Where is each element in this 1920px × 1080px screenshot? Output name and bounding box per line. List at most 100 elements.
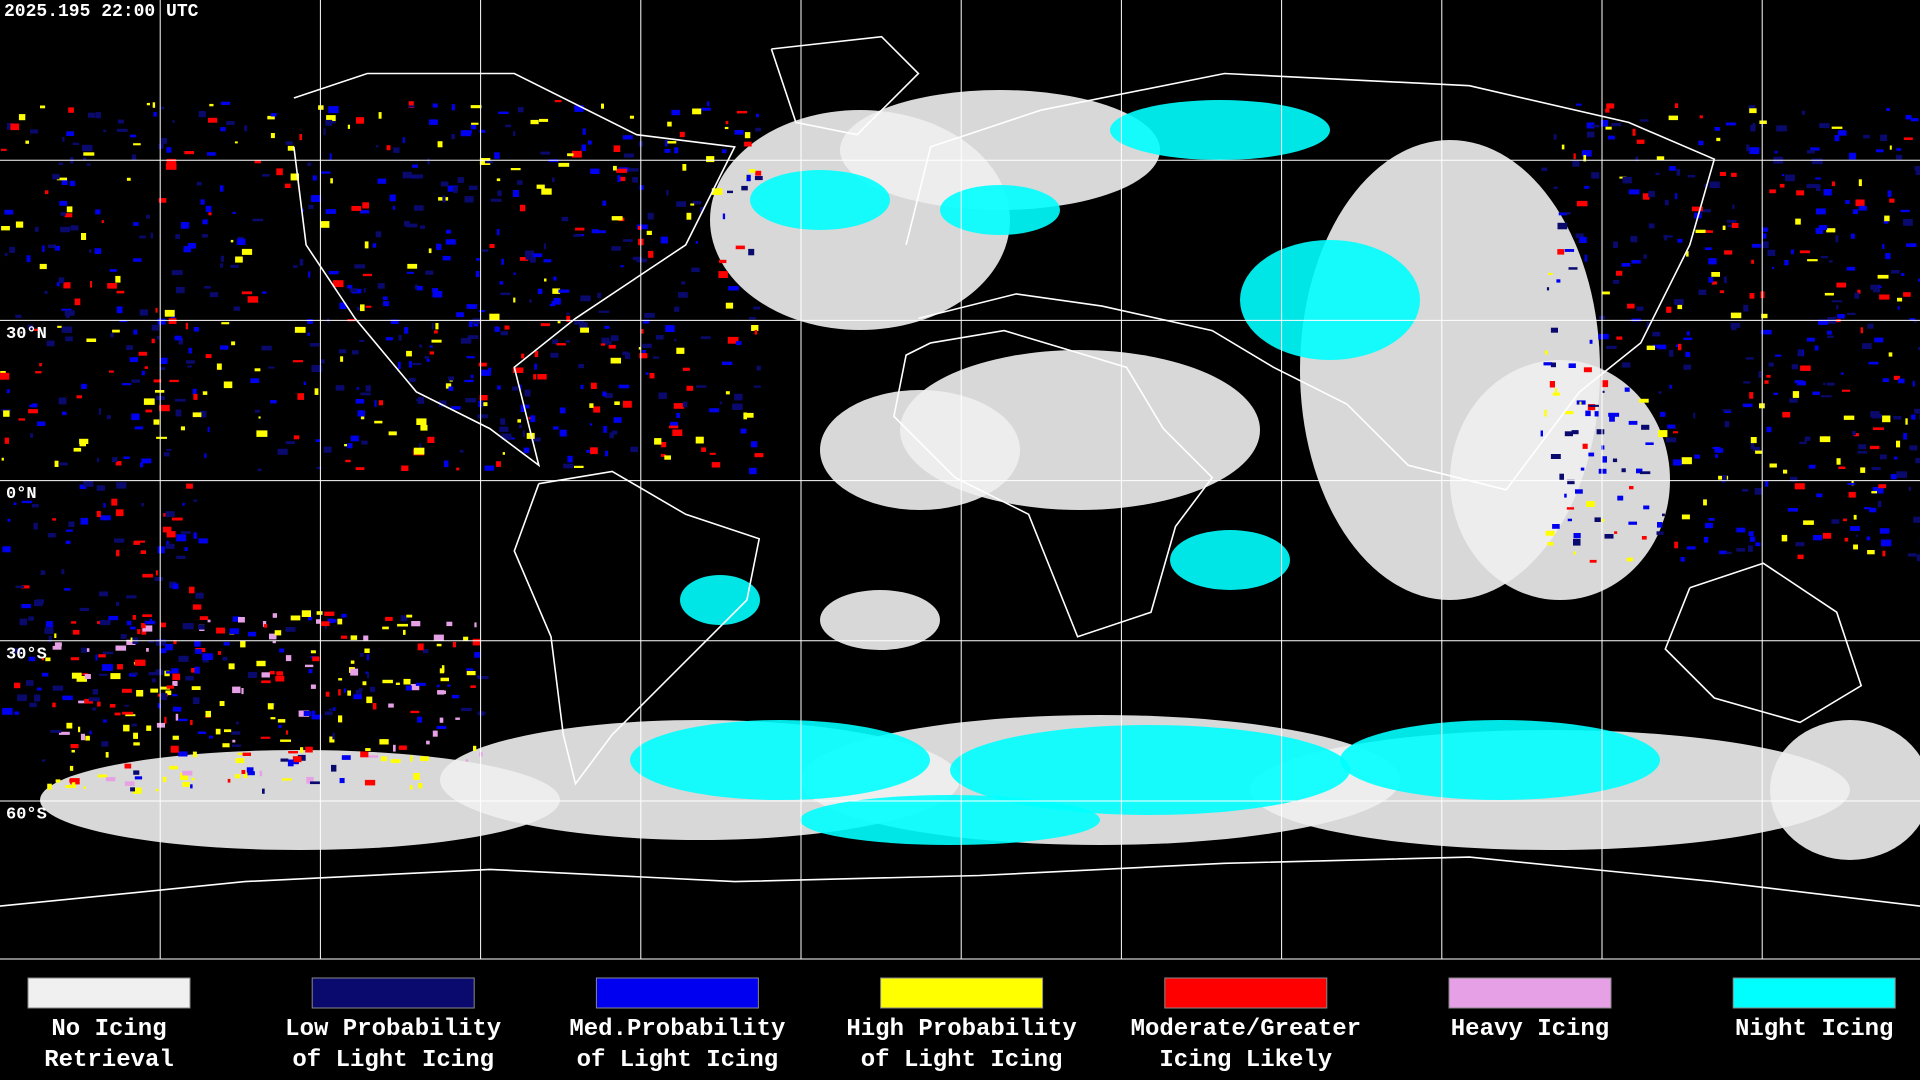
icing-speckle [1749,536,1756,542]
icing-speckle [639,353,648,359]
icing-speckle [1823,189,1832,196]
icing-speckle [232,686,241,694]
icing-speckle [275,675,285,682]
icing-speckle [62,695,73,701]
icing-speckle [580,295,591,302]
icing-speckle [1605,108,1610,113]
icing-speckle [149,618,152,623]
icing-speckle [204,286,211,289]
icing-speckle [155,639,167,646]
icing-speckle [332,280,344,288]
icing-speckle [169,379,179,383]
icing-speckle [1705,522,1713,529]
icing-speckle [209,292,219,298]
icing-speckle [250,378,260,383]
icing-speckle [88,697,100,702]
icing-speckle [1752,123,1756,127]
icing-speckle [1741,488,1749,492]
icing-speckle [4,253,8,257]
icing-speckle [100,515,111,521]
icing-speckle [54,642,62,647]
icing-speckle [1648,223,1655,229]
icing-speckle [1687,174,1696,178]
icing-speckle [0,371,6,374]
icing-speckle [35,371,42,374]
icing-speckle [512,386,518,391]
icing-speckle [277,719,286,723]
icing-speckle [155,788,159,792]
icing-speckle [452,641,456,648]
icing-speckle [184,151,194,155]
map [0,0,1920,959]
icing-speckle [439,717,444,723]
icing-speckle [1795,542,1805,547]
icing-speckle [1695,229,1706,233]
icing-speckle [566,312,570,315]
icing-speckle [254,409,260,413]
icing-speckle [630,446,638,453]
icing-speckle [1873,427,1884,430]
icing-speckle [109,269,117,272]
icing-speckle [1768,362,1774,367]
icing-speckle [96,510,101,518]
icing-speckle [365,748,371,751]
icing-speckle [185,322,188,330]
icing-speckle [284,183,291,188]
icing-speckle [1658,344,1667,350]
icing-speckle [1631,260,1641,264]
legend-label: No Icing [51,1016,166,1043]
icing-speckle [358,688,363,691]
icing-speckle [448,386,454,391]
icing-speckle [312,175,317,181]
icing-speckle [1635,156,1639,162]
icing-speckle [83,786,86,789]
icing-speckle [72,142,80,145]
icing-speckle [39,363,42,367]
icing-speckle [1748,531,1754,536]
icing-speckle [646,230,652,235]
icing-speckle [96,485,105,491]
icing-speckle [1903,292,1911,297]
icing-speckle [413,447,425,455]
cloud-region [800,795,1100,845]
icing-speckle [574,465,584,468]
icing-speckle [17,694,27,702]
icing-speckle [270,133,275,139]
icing-speckle [180,426,185,431]
icing-speckle [1792,391,1800,398]
icing-speckle [1553,134,1557,140]
icing-speckle [1564,411,1574,415]
icing-speckle [709,452,716,455]
icing-speckle [142,625,153,632]
icing-speckle [666,190,669,196]
icing-speckle [269,670,275,675]
icing-speckle [76,676,87,682]
icing-speckle [57,325,62,328]
icing-speckle [520,406,526,412]
icing-speckle [115,275,121,283]
icing-speckle [71,672,82,679]
icing-speckle [1613,241,1618,249]
icing-speckle [290,615,301,621]
icing-speckle [1903,137,1913,140]
icing-speckle [1794,483,1805,490]
icing-speckle [116,290,125,294]
icing-speckle [412,164,418,168]
icing-speckle [440,181,449,187]
icing-speckle [341,613,347,618]
icing-speckle [194,666,200,674]
icing-speckle [1879,454,1887,460]
icing-speckle [190,784,193,789]
icing-speckle [178,751,188,757]
icing-speckle [548,159,559,163]
icing-speckle [412,362,422,366]
icing-speckle [301,208,304,213]
icing-speckle [1553,186,1558,189]
icing-speckle [407,263,418,269]
icing-speckle [268,366,275,369]
icing-speckle [1669,349,1674,357]
icing-speckle [521,353,525,359]
icing-speckle [146,725,152,731]
icing-speckle [385,616,393,621]
icing-speckle [252,218,264,222]
